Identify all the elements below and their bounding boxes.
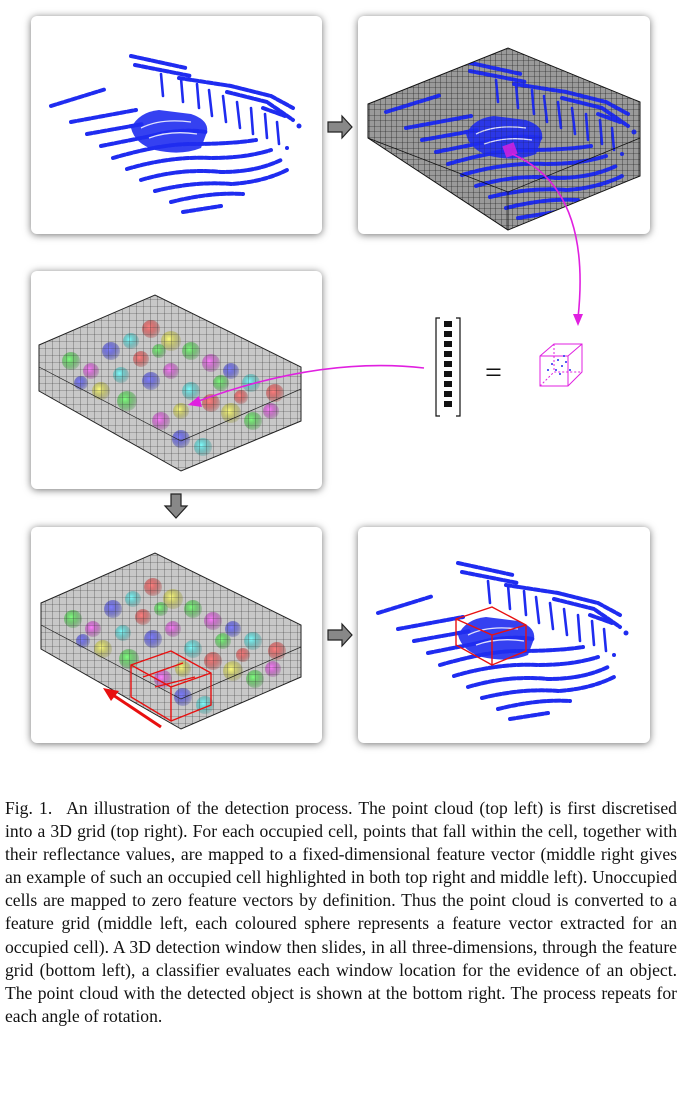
occupied-cell-icon bbox=[539, 343, 583, 387]
point-cloud-illustration bbox=[49, 54, 304, 214]
arrow-down-middle bbox=[163, 493, 189, 519]
panel-feature-grid bbox=[31, 271, 322, 489]
feature-grid-illustration bbox=[38, 294, 302, 472]
window-slide-arrow bbox=[103, 688, 162, 729]
sliding-window-illustration bbox=[40, 552, 302, 730]
caption-text: An illustration of the detection process… bbox=[5, 798, 677, 1026]
detected-object-illustration bbox=[376, 561, 631, 721]
arrow-right-top bbox=[327, 114, 353, 140]
detection-box bbox=[455, 606, 527, 666]
arrow-right-bottom bbox=[327, 622, 353, 648]
feature-vector bbox=[435, 317, 461, 417]
grid-point-cloud-illustration bbox=[367, 47, 641, 231]
figure-caption: Fig. 1. An illustration of the detection … bbox=[5, 797, 677, 1028]
panel-3d-grid bbox=[358, 16, 650, 234]
detection-window bbox=[130, 650, 212, 722]
equals-symbol: = bbox=[485, 356, 502, 389]
panel-sliding-window bbox=[31, 527, 322, 743]
panel-point-cloud bbox=[31, 16, 322, 234]
panel-detected-object bbox=[358, 527, 650, 743]
caption-label: Fig. 1. bbox=[5, 798, 53, 818]
